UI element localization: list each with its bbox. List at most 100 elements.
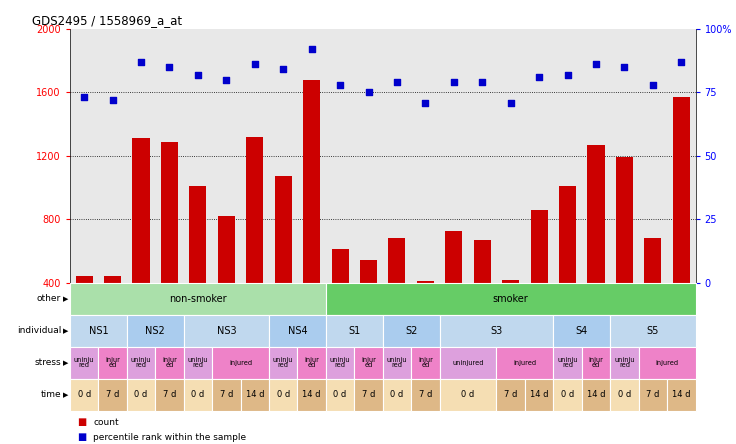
- Bar: [610, 347, 639, 379]
- Text: injur
ed: injur ed: [105, 357, 120, 369]
- Text: injured: injured: [656, 360, 679, 366]
- Text: uninju
red: uninju red: [131, 357, 152, 369]
- Point: [107, 96, 118, 103]
- Text: 7 d: 7 d: [362, 390, 375, 399]
- Bar: [326, 379, 354, 411]
- Text: 7 d: 7 d: [504, 390, 517, 399]
- Bar: [639, 347, 696, 379]
- Bar: [587, 145, 604, 346]
- Bar: [525, 379, 553, 411]
- Bar: [439, 347, 497, 379]
- Bar: [212, 379, 241, 411]
- Text: NS1: NS1: [88, 326, 108, 336]
- Bar: [104, 276, 121, 346]
- Bar: [553, 315, 610, 347]
- Text: 0 d: 0 d: [77, 390, 91, 399]
- Text: non-smoker: non-smoker: [169, 294, 227, 304]
- Text: injur
ed: injur ed: [162, 357, 177, 369]
- Bar: [417, 281, 434, 346]
- Point: [78, 94, 90, 101]
- Point: [391, 79, 403, 86]
- Bar: [383, 347, 411, 379]
- Bar: [644, 238, 662, 346]
- Text: ■: ■: [77, 417, 87, 428]
- Bar: [667, 379, 696, 411]
- Text: uninju
red: uninju red: [273, 357, 294, 369]
- Text: ▶: ▶: [63, 360, 68, 366]
- Text: 14 d: 14 d: [672, 390, 690, 399]
- Bar: [411, 347, 439, 379]
- Point: [163, 63, 175, 71]
- Text: 7 d: 7 d: [219, 390, 233, 399]
- Bar: [241, 379, 269, 411]
- Bar: [354, 379, 383, 411]
- Bar: [360, 260, 377, 346]
- Text: 0 d: 0 d: [135, 390, 148, 399]
- Bar: [326, 283, 696, 315]
- Bar: [673, 97, 690, 346]
- Bar: [127, 315, 184, 347]
- Bar: [297, 379, 326, 411]
- Point: [249, 61, 261, 68]
- Text: 14 d: 14 d: [587, 390, 605, 399]
- Text: 14 d: 14 d: [302, 390, 321, 399]
- Text: injur
ed: injur ed: [304, 357, 319, 369]
- Text: 0 d: 0 d: [191, 390, 205, 399]
- Point: [533, 74, 545, 81]
- Bar: [212, 347, 269, 379]
- Text: uninjured: uninjured: [453, 360, 484, 366]
- Text: 0 d: 0 d: [561, 390, 574, 399]
- Bar: [127, 347, 155, 379]
- Bar: [269, 315, 326, 347]
- Text: 0 d: 0 d: [333, 390, 347, 399]
- Text: S3: S3: [490, 326, 503, 336]
- Point: [562, 71, 573, 78]
- Point: [277, 66, 289, 73]
- Text: uninju
red: uninju red: [614, 357, 634, 369]
- Bar: [445, 231, 462, 346]
- Bar: [269, 379, 297, 411]
- Point: [448, 79, 460, 86]
- Bar: [553, 347, 581, 379]
- Point: [618, 63, 630, 71]
- Text: stress: stress: [35, 358, 61, 367]
- Bar: [184, 347, 212, 379]
- Point: [676, 58, 687, 65]
- Text: uninju
red: uninju red: [330, 357, 350, 369]
- Point: [221, 76, 233, 83]
- Text: injur
ed: injur ed: [589, 357, 604, 369]
- Bar: [127, 379, 155, 411]
- Bar: [639, 379, 667, 411]
- Point: [505, 99, 517, 106]
- Point: [135, 58, 147, 65]
- Point: [590, 61, 602, 68]
- Text: individual: individual: [17, 326, 61, 335]
- Bar: [531, 210, 548, 346]
- Bar: [184, 315, 269, 347]
- Bar: [581, 347, 610, 379]
- Text: time: time: [40, 390, 61, 399]
- Text: 14 d: 14 d: [530, 390, 548, 399]
- Text: NS3: NS3: [216, 326, 236, 336]
- Bar: [155, 379, 184, 411]
- Text: uninju
red: uninju red: [188, 357, 208, 369]
- Bar: [383, 315, 439, 347]
- Bar: [99, 379, 127, 411]
- Bar: [161, 142, 178, 346]
- Text: smoker: smoker: [493, 294, 528, 304]
- Bar: [502, 281, 519, 346]
- Bar: [303, 79, 320, 346]
- Bar: [553, 379, 581, 411]
- Bar: [559, 186, 576, 346]
- Text: 0 d: 0 d: [277, 390, 290, 399]
- Text: ▶: ▶: [63, 296, 68, 302]
- Bar: [383, 379, 411, 411]
- Bar: [184, 379, 212, 411]
- Bar: [331, 249, 349, 346]
- Bar: [269, 347, 297, 379]
- Text: 0 d: 0 d: [461, 390, 475, 399]
- Bar: [297, 347, 326, 379]
- Text: ▶: ▶: [63, 392, 68, 398]
- Point: [420, 99, 431, 106]
- Text: 0 d: 0 d: [390, 390, 403, 399]
